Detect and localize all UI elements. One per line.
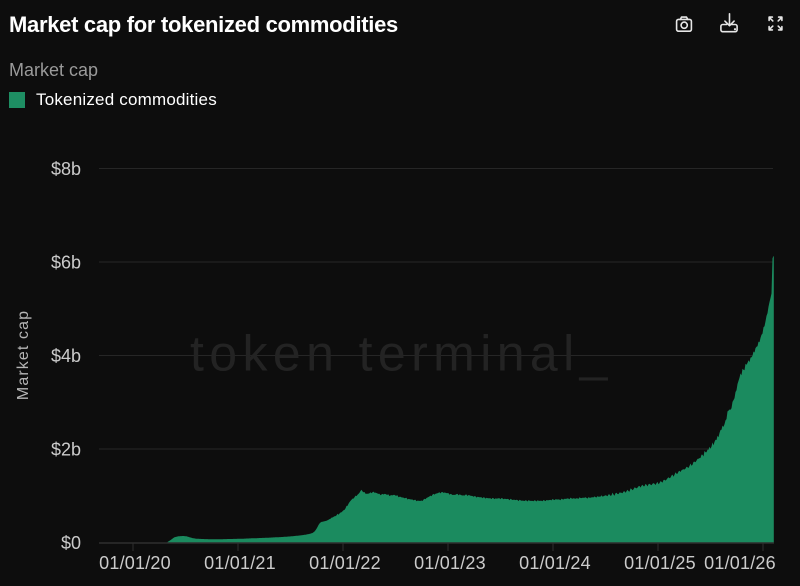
svg-text:$0: $0 [61,533,81,553]
svg-text:01/01/24: 01/01/24 [519,553,591,573]
svg-text:01/01/21: 01/01/21 [204,553,276,573]
svg-text:01/01/26: 01/01/26 [704,553,776,573]
svg-text:$6b: $6b [51,253,81,273]
svg-text:01/01/25: 01/01/25 [624,553,696,573]
svg-text:01/01/23: 01/01/23 [414,553,486,573]
svg-text:01/01/22: 01/01/22 [309,553,381,573]
svg-text:$8b: $8b [51,159,81,179]
svg-text:token terminal_: token terminal_ [190,326,613,382]
svg-text:Market cap: Market cap [15,310,32,400]
svg-text:01/01/20: 01/01/20 [99,553,171,573]
svg-text:$4b: $4b [51,346,81,366]
svg-text:$2b: $2b [51,440,81,460]
